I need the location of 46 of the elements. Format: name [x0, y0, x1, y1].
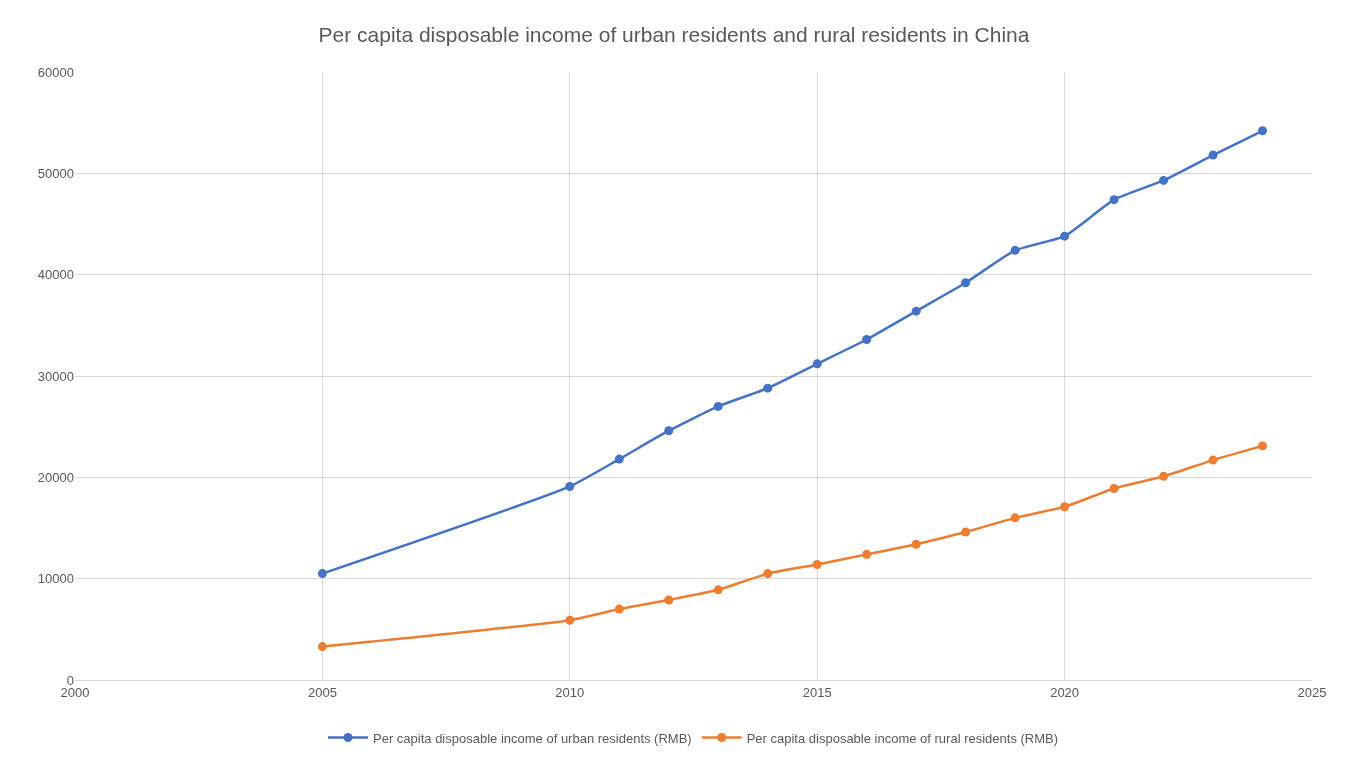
point: [1109, 195, 1119, 205]
point: [664, 595, 674, 605]
x-tick-label: 2025: [1297, 684, 1327, 700]
point: [1010, 245, 1020, 255]
point: [565, 615, 575, 625]
point: [713, 401, 723, 411]
legend-label: Per capita disposable income of rural residents (RMB): [746, 730, 1059, 746]
point: [961, 278, 971, 288]
point: [1208, 150, 1218, 160]
x-tick-label: 2015: [802, 684, 832, 700]
point: [1258, 126, 1268, 136]
point: [763, 569, 773, 579]
point: [664, 426, 674, 436]
y-tick-label: 10000: [37, 571, 74, 587]
point: [1109, 483, 1119, 493]
point: [1010, 513, 1020, 523]
point: [1208, 455, 1218, 465]
y-tick-label: 40000: [37, 267, 74, 283]
point: [862, 335, 872, 345]
point: [614, 454, 624, 464]
legend-label: Per capita disposable income of urban residents (RMB): [373, 730, 692, 746]
point: [812, 559, 822, 569]
point: [565, 481, 575, 491]
chart-title: Per capita disposable income of urban residents and rural residents in China: [318, 22, 1030, 46]
point: [812, 359, 822, 369]
point: [317, 569, 327, 579]
x-tick-label: 2020: [1050, 684, 1080, 700]
y-tick-label: 20000: [37, 469, 74, 485]
point: [1159, 175, 1169, 185]
x-tick-label: 2010: [555, 684, 585, 700]
y-tick-label: 50000: [37, 165, 74, 181]
point: [911, 539, 921, 549]
point: [1060, 231, 1070, 241]
point: [911, 306, 921, 316]
point: [1258, 441, 1268, 451]
y-tick-label: 60000: [37, 64, 74, 80]
point: [862, 549, 872, 559]
point: [713, 585, 723, 595]
point: [317, 642, 327, 652]
point: [1060, 502, 1070, 512]
x-tick-label: 2005: [307, 684, 337, 700]
point: [961, 527, 971, 537]
point: [1159, 471, 1169, 481]
y-tick-label: 30000: [37, 368, 74, 384]
point: [614, 604, 624, 614]
point: [763, 383, 773, 393]
